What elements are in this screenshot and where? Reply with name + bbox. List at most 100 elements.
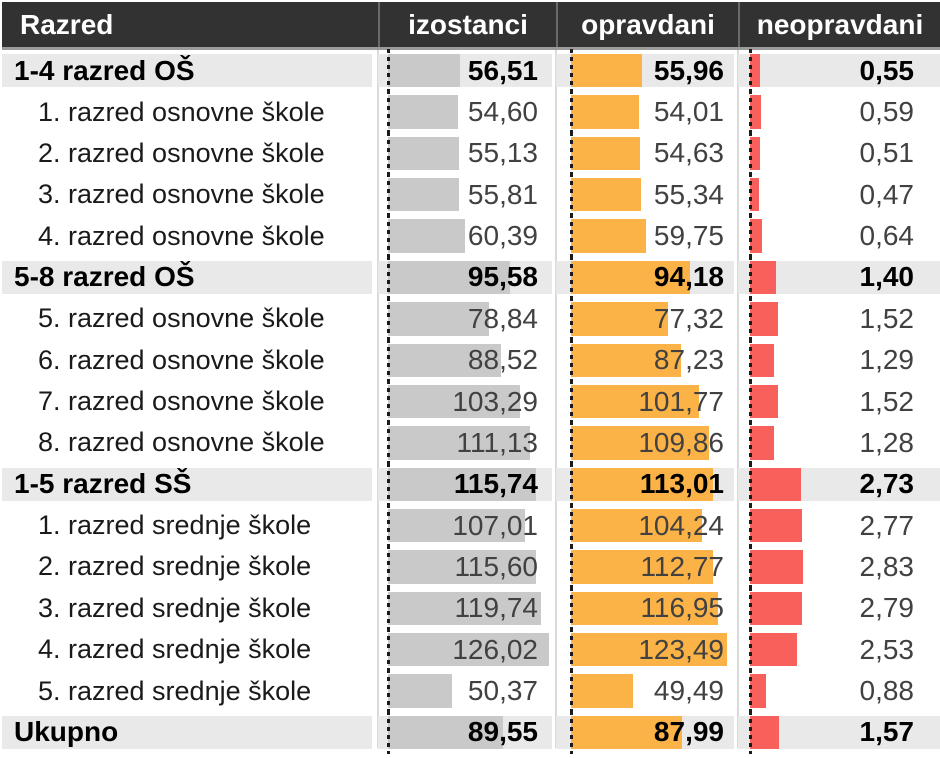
neopravdani-value: 1,28 bbox=[859, 426, 915, 458]
table-row: 4. razred srednje škole 126,02 123,49 2,… bbox=[2, 628, 940, 672]
row-label: 6. razred osnovne škole bbox=[38, 344, 325, 375]
axis-line bbox=[570, 462, 573, 506]
opravdani-bar bbox=[571, 426, 709, 460]
axis-line bbox=[387, 131, 390, 176]
izostanci-cell: 89,55 bbox=[378, 710, 556, 755]
table-row: 6. razred osnovne škole 88,52 87,23 1,29 bbox=[2, 338, 940, 382]
row-band: 1,52 bbox=[738, 384, 940, 419]
razred-cell: 8. razred osnovne škole bbox=[2, 422, 378, 463]
opravdani-cell: 87,99 bbox=[556, 710, 738, 755]
row-band: 5. razred osnovne škole bbox=[2, 302, 372, 335]
opravdani-cell: 112,77 bbox=[556, 545, 738, 589]
izostanci-value: 111,13 bbox=[456, 426, 538, 458]
row-label: 1-5 razred SŠ bbox=[14, 468, 192, 500]
neopravdani-cell: 1,57 bbox=[738, 710, 940, 755]
izostanci-value: 103,29 bbox=[452, 385, 538, 417]
neopravdani-bar bbox=[750, 508, 802, 543]
izostanci-value: 55,81 bbox=[467, 178, 538, 210]
izostanci-cell: 115,74 bbox=[378, 462, 556, 506]
izostanci-value: 50,37 bbox=[467, 675, 538, 707]
razred-cell: 1. razred srednje škole bbox=[2, 505, 378, 546]
opravdani-bar bbox=[571, 591, 718, 626]
row-band: 109,86 bbox=[556, 426, 734, 460]
axis-line bbox=[387, 628, 390, 672]
neopravdani-bar bbox=[750, 54, 760, 88]
razred-cell: 1-4 razred OŠ bbox=[2, 50, 378, 91]
neopravdani-bar bbox=[750, 426, 774, 460]
neopravdani-value: 0,55 bbox=[859, 54, 915, 86]
row-band: 5-8 razred OŠ bbox=[2, 260, 372, 295]
row-band: 87,99 bbox=[556, 715, 734, 750]
neopravdani-bar bbox=[750, 302, 778, 336]
row-band: 55,13 bbox=[378, 136, 552, 171]
izostanci-value: 95,58 bbox=[467, 261, 538, 293]
opravdani-value: 87,99 bbox=[653, 716, 724, 748]
row-band: 95,58 bbox=[378, 260, 552, 295]
axis-line bbox=[570, 379, 573, 424]
table-row: 3. razred srednje škole 119,74 116,95 2,… bbox=[2, 586, 940, 631]
axis-line bbox=[387, 173, 390, 217]
axis-line bbox=[570, 545, 573, 589]
axis-line bbox=[570, 173, 573, 217]
row-band: 88,52 bbox=[378, 343, 552, 377]
opravdani-bar bbox=[571, 302, 668, 336]
axis-line bbox=[387, 586, 390, 631]
izostanci-cell: 54,60 bbox=[378, 90, 556, 134]
axis-line bbox=[570, 297, 573, 341]
izostanci-cell: 107,01 bbox=[378, 503, 556, 548]
row-band: 56,51 bbox=[378, 54, 552, 88]
row-band: 1,28 bbox=[738, 426, 940, 460]
axis-line bbox=[749, 669, 752, 713]
izostanci-bar bbox=[388, 219, 465, 253]
neopravdani-bar bbox=[750, 467, 801, 501]
axis-line bbox=[749, 628, 752, 672]
opravdani-bar bbox=[571, 674, 633, 708]
neopravdani-value: 1,52 bbox=[859, 385, 915, 417]
izostanci-bar bbox=[388, 633, 549, 667]
axis-line bbox=[749, 49, 752, 93]
row-band: 2,77 bbox=[738, 508, 940, 543]
row-label: 2. razred srednje škole bbox=[38, 551, 312, 582]
razred-cell: 4. razred osnovne škole bbox=[2, 215, 378, 256]
table-row: 1. razred osnovne škole 54,60 54,01 0,59 bbox=[2, 90, 940, 134]
row-band: 101,77 bbox=[556, 384, 734, 419]
row-label: 1. razred osnovne škole bbox=[38, 96, 325, 127]
izostanci-value: 56,51 bbox=[467, 54, 538, 86]
row-label: 3. razred srednje škole bbox=[38, 592, 312, 623]
opravdani-bar bbox=[571, 550, 713, 584]
row-band: 115,60 bbox=[378, 550, 552, 584]
row-band: 59,75 bbox=[556, 219, 734, 253]
izostanci-value: 54,60 bbox=[467, 96, 538, 128]
row-band: 2. razred srednje škole bbox=[2, 550, 372, 583]
izostanci-cell: 78,84 bbox=[378, 297, 556, 341]
razred-cell: 5-8 razred OŠ bbox=[2, 257, 378, 298]
axis-line bbox=[570, 90, 573, 134]
opravdani-value: 94,18 bbox=[653, 261, 724, 293]
row-label: 4. razred osnovne škole bbox=[38, 220, 325, 251]
axis-line bbox=[570, 338, 573, 382]
izostanci-value: 115,60 bbox=[454, 550, 538, 582]
axis-line bbox=[749, 338, 752, 382]
row-band: 50,37 bbox=[378, 674, 552, 708]
izostanci-bar bbox=[388, 178, 459, 212]
razred-cell: 6. razred osnovne škole bbox=[2, 340, 378, 381]
column-separator bbox=[377, 50, 379, 748]
axis-line bbox=[570, 669, 573, 713]
opravdani-cell: 49,49 bbox=[556, 669, 738, 713]
column-separator bbox=[737, 50, 739, 748]
axis-line bbox=[749, 297, 752, 341]
neopravdani-cell: 0,88 bbox=[738, 669, 940, 713]
row-label: 5-8 razred OŠ bbox=[14, 261, 195, 293]
izostanci-bar bbox=[388, 426, 530, 460]
neopravdani-cell: 0,64 bbox=[738, 214, 940, 258]
row-band: 115,74 bbox=[378, 467, 552, 501]
axis-line bbox=[570, 628, 573, 672]
row-band: 4. razred srednje škole bbox=[2, 633, 372, 666]
row-band: 2. razred osnovne škole bbox=[2, 137, 372, 170]
row-band: 112,77 bbox=[556, 550, 734, 584]
izostanci-value: 78,84 bbox=[467, 302, 538, 334]
neopravdani-value: 2,83 bbox=[859, 550, 915, 582]
opravdani-bar bbox=[571, 219, 646, 253]
